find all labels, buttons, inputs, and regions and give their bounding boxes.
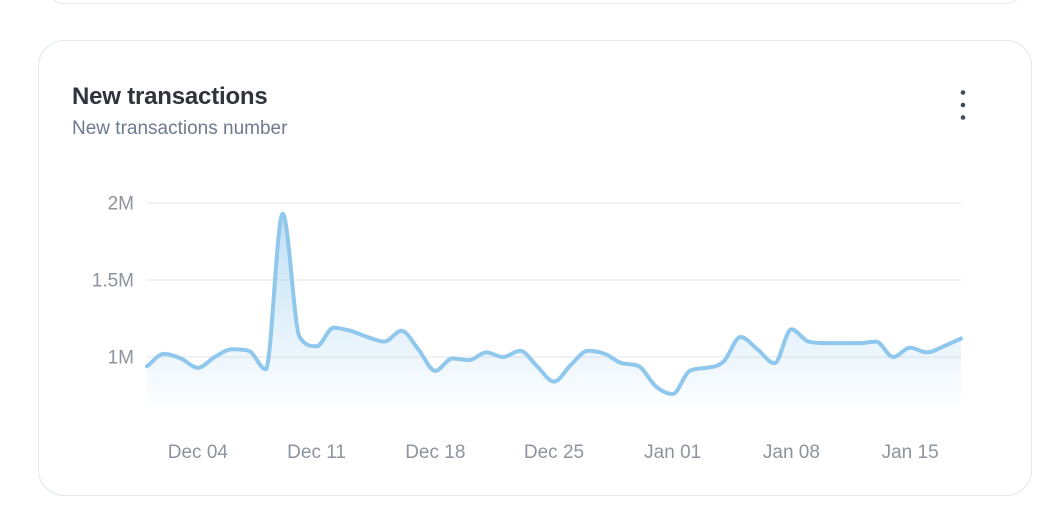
chart-y-axis-labels: 2M 1.5M 1M <box>92 194 134 369</box>
x-tick-label: Jan 08 <box>763 442 820 463</box>
x-tick-label: Jan 15 <box>882 442 939 463</box>
y-tick-label: 1M <box>108 348 134 369</box>
card-menu-button[interactable] <box>946 79 979 131</box>
new-transactions-card: New transactions New transactions number… <box>38 40 1032 496</box>
trend-line <box>145 211 963 396</box>
chart-x-axis-labels: Dec 04 Dec 11 Dec 18 Dec 25 Jan 01 Jan 08 Jan … <box>168 442 939 463</box>
x-tick-label: Dec 25 <box>524 442 584 463</box>
card-header: New transactions New transactions number <box>72 83 287 141</box>
card-title: New transactions <box>72 83 268 110</box>
card-subtitle: New transactions number <box>72 117 288 139</box>
transactions-area-chart: 2M 1.5M 1M Dec 04 Dec 11 Dec 18 Dec 25 Jan 01 J… <box>92 194 963 463</box>
adjacent-card-bottom-edge <box>48 0 1022 4</box>
kebab-menu-icon <box>960 90 965 120</box>
x-tick-label: Dec 04 <box>168 442 229 463</box>
area-fill <box>147 213 961 413</box>
x-tick-label: Dec 18 <box>405 442 465 463</box>
x-tick-label: Dec 11 <box>287 442 346 463</box>
x-tick-label: Jan 01 <box>644 442 701 463</box>
y-tick-label: 2M <box>108 194 134 215</box>
y-tick-label: 1.5M <box>92 271 134 292</box>
